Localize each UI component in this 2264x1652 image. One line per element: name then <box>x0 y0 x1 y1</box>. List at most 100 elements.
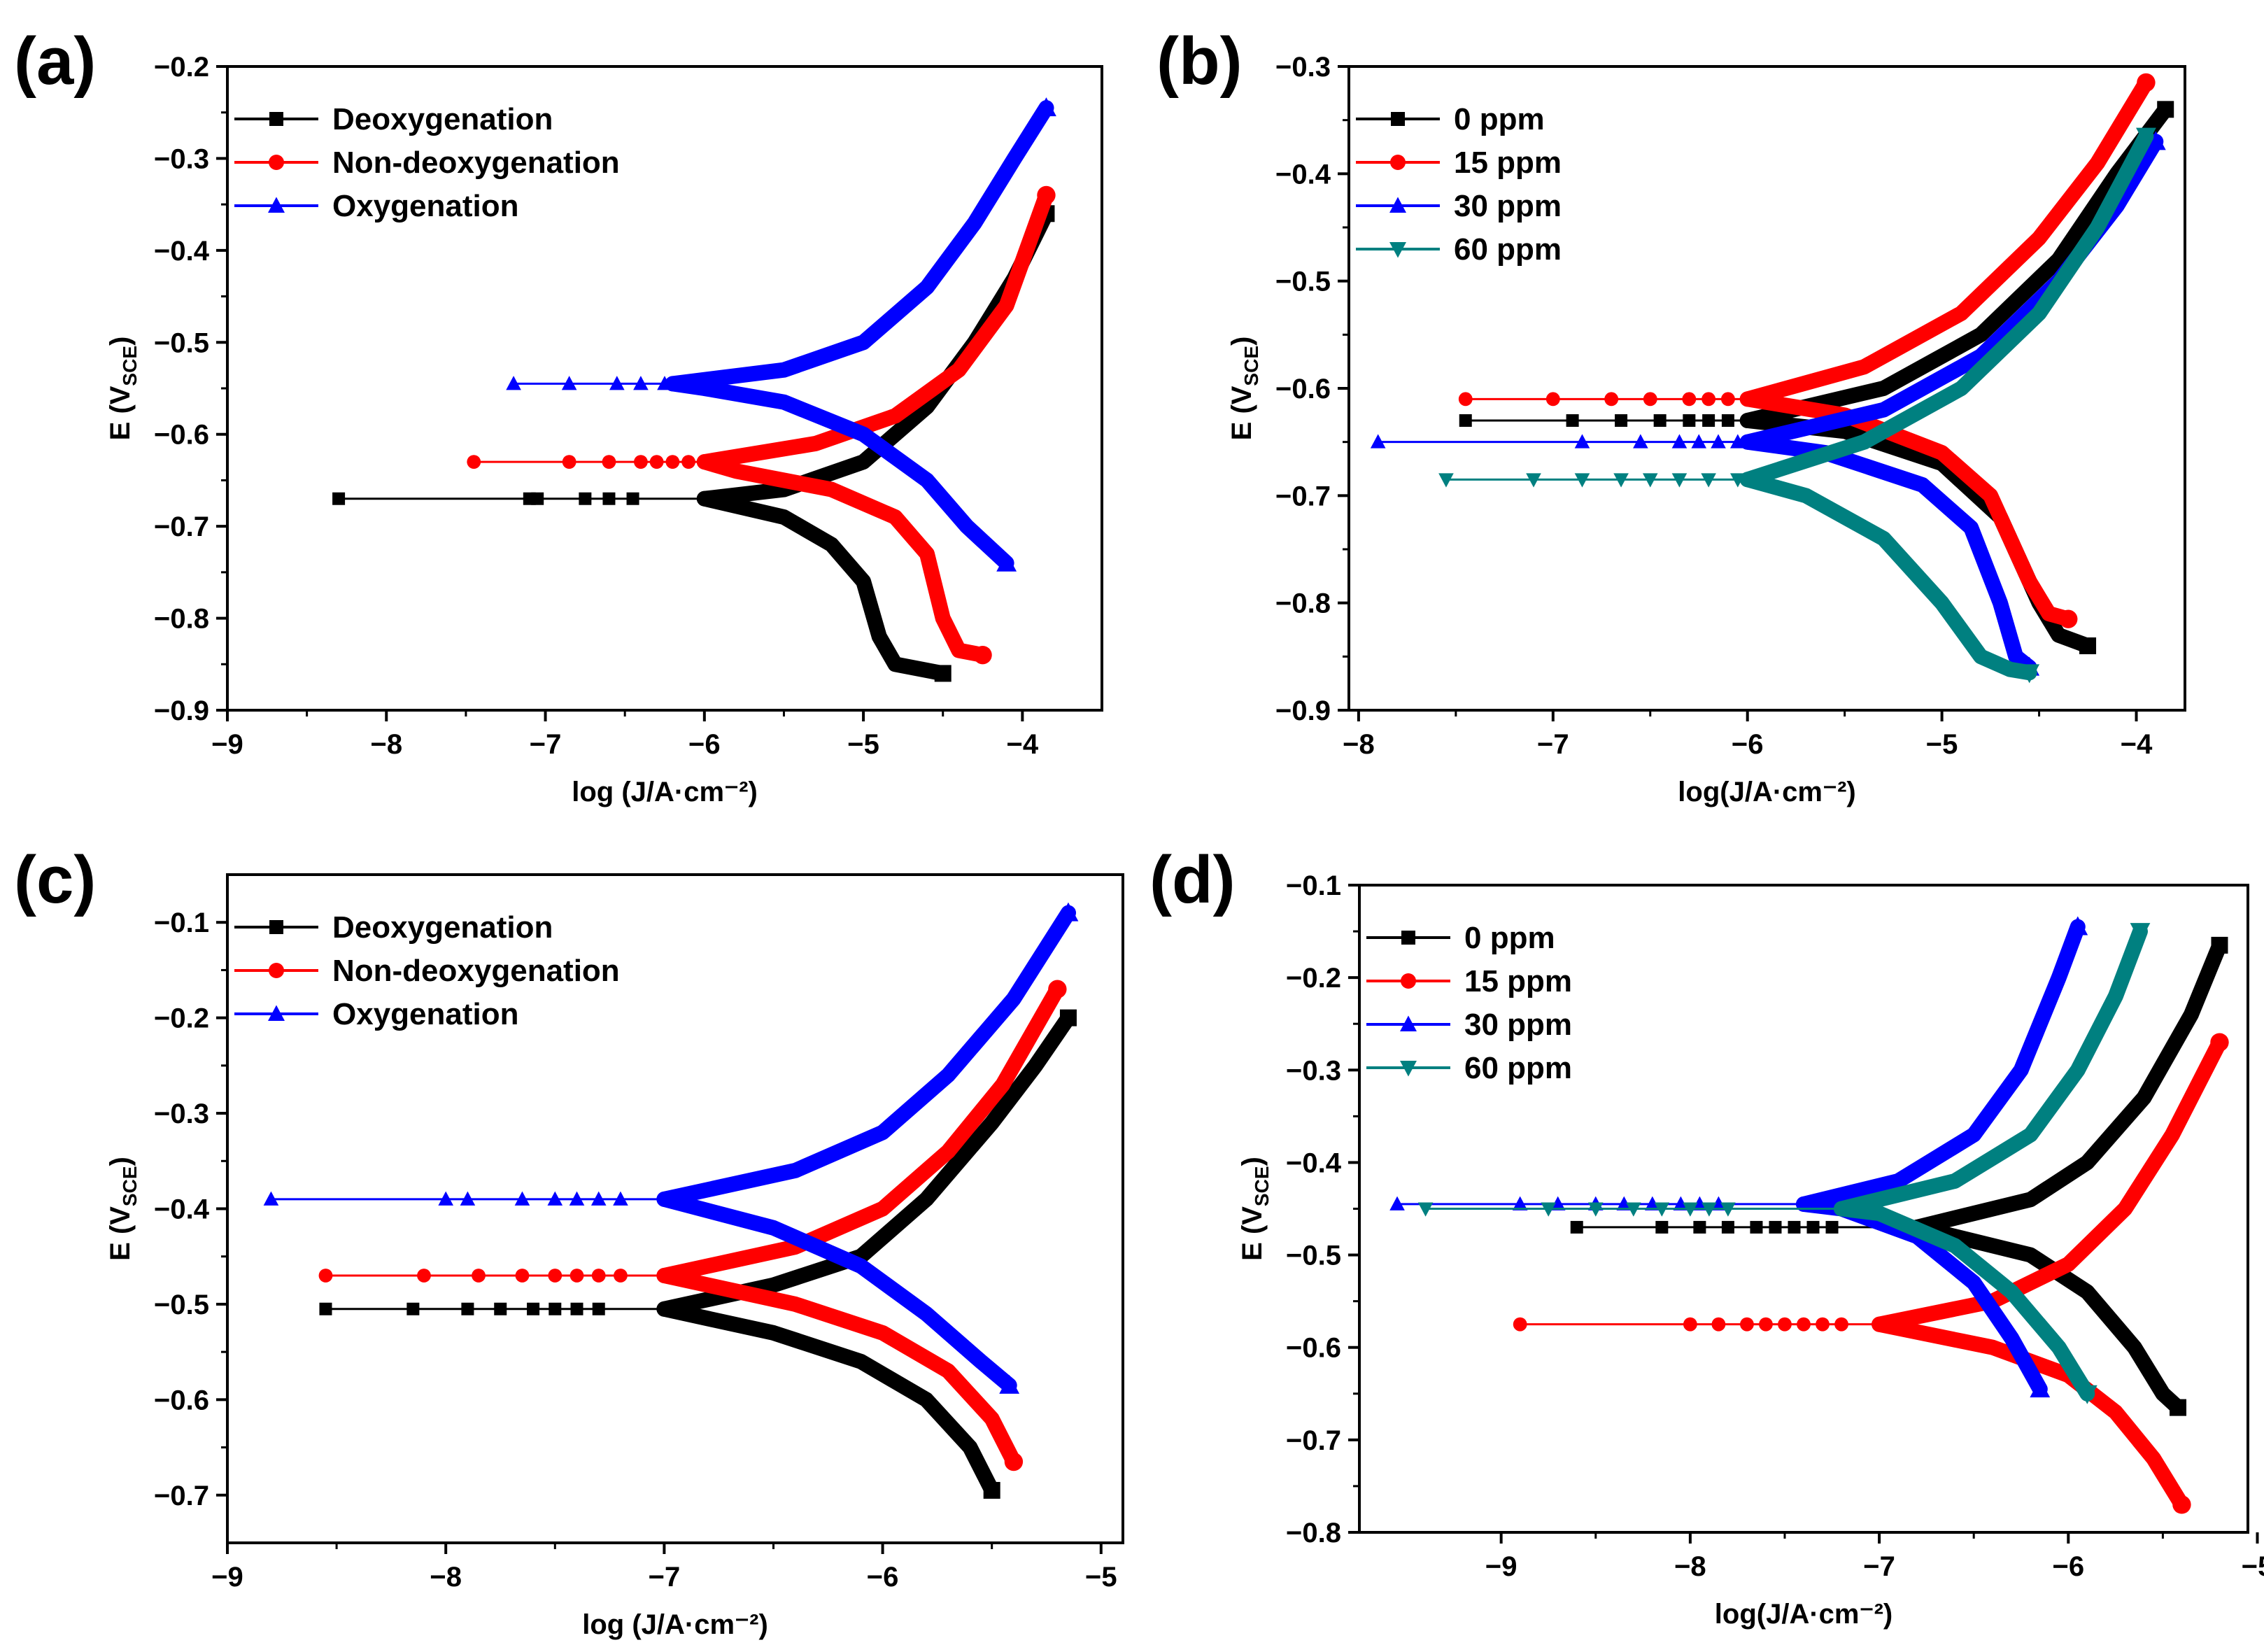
series-end-marker <box>2170 1399 2187 1416</box>
series-marker <box>460 1191 476 1206</box>
series-marker <box>1458 392 1473 407</box>
series-marker <box>1370 434 1386 449</box>
series-anodic-branch <box>1834 924 2148 1217</box>
series-cathodic-branch <box>696 490 951 682</box>
y-tick-label: −0.4 <box>154 236 210 267</box>
legend-marker <box>1390 155 1406 170</box>
legend-marker <box>1391 112 1405 126</box>
panel-label: (a) <box>14 24 96 99</box>
series-marker <box>613 1191 628 1206</box>
y-tick-label: −0.3 <box>1275 52 1331 83</box>
series-marker <box>472 1269 486 1283</box>
series-marker <box>1626 1202 1641 1217</box>
y-tick-label: −0.6 <box>154 1385 209 1416</box>
y-tick-label: −0.7 <box>154 511 209 542</box>
series-marker <box>1693 1220 1706 1234</box>
y-tick-label: −0.6 <box>1286 1333 1341 1364</box>
x-tick-label: −8 <box>1674 1551 1706 1582</box>
panel-d: (d) −9 −8 −7 −6 −5 −0.8 −0.7 −0.6 −0.5 −0.4 −0.3 −0.… <box>1149 842 2264 1630</box>
series-marker <box>1654 1202 1670 1217</box>
series-marker <box>1643 392 1657 407</box>
legend-marker <box>269 112 283 126</box>
series-anodic-branch <box>656 1010 1076 1317</box>
series-end-marker <box>2019 664 2040 684</box>
series-marker <box>514 1191 530 1206</box>
series-deoxygenation <box>319 1009 1077 1499</box>
series-marker <box>1730 434 1746 449</box>
series-end-marker <box>999 1374 1020 1394</box>
series-marker <box>1816 1317 1830 1332</box>
series-marker <box>570 1302 583 1315</box>
legend-label: 60 ppm <box>1454 232 1562 267</box>
series-non-deoxygenation <box>318 980 1067 1471</box>
y-tick-label: −0.9 <box>154 696 209 726</box>
series-marker <box>665 455 680 470</box>
series-end-marker <box>2136 127 2156 147</box>
y-tick-label: −0.2 <box>1286 963 1341 994</box>
series-cathodic-branch <box>1834 1201 2095 1402</box>
series-end-marker <box>2210 1033 2229 1052</box>
x-tick-label: −7 <box>1863 1551 1895 1582</box>
series-marker <box>681 455 695 470</box>
series-marker <box>1526 473 1541 488</box>
series-cathodic-branch <box>665 376 1014 571</box>
series-marker <box>1721 414 1734 427</box>
series-marker <box>417 1269 431 1283</box>
legend-label: Oxygenation <box>332 189 519 223</box>
x-axis-title: log (J/A·cm⁻²) <box>582 1609 768 1640</box>
series-anodic-branch <box>1909 937 2228 1235</box>
x-tick-label: −7 <box>1537 729 1569 760</box>
y-tick-label: −0.3 <box>154 1099 209 1129</box>
panel-label: (d) <box>1149 842 1236 917</box>
series-marker <box>561 376 577 390</box>
series-marker <box>1417 1202 1434 1217</box>
series-marker <box>657 376 672 390</box>
series-marker <box>1778 1317 1792 1332</box>
legend-label: 0 ppm <box>1454 102 1545 136</box>
x-tick-label: −6 <box>1732 729 1764 760</box>
x-axis-title: log(J/A·cm⁻²) <box>1715 1599 1892 1630</box>
x-tick-label: −9 <box>211 729 243 760</box>
series-end-marker <box>2076 1385 2097 1404</box>
y-tick-label: −0.7 <box>154 1481 209 1511</box>
series-marker <box>1691 434 1707 449</box>
series-cathodic-branch <box>656 1301 1000 1498</box>
series-marker <box>406 1302 420 1315</box>
panel-b: (b) −8 −7 −6 −5 −4 −0.9 −0.8 −0.7 −0.6 −0.5 −0.4 −0.… <box>1156 24 2186 807</box>
y-tick-label: −0.3 <box>154 143 209 174</box>
series-marker <box>626 492 639 505</box>
series-marker <box>263 1191 279 1206</box>
legend-marker <box>268 197 285 213</box>
series-anodic-branch <box>656 905 1076 1207</box>
series-marker <box>1570 1220 1583 1234</box>
series-60-ppm <box>1438 127 2156 684</box>
series-anodic-branch <box>696 188 1054 470</box>
y-tick-label: −0.7 <box>1286 1425 1341 1456</box>
series-end-marker <box>983 1481 1000 1499</box>
y-axis-title: E (VSCE) <box>105 1157 141 1261</box>
series-end-marker <box>2145 131 2166 150</box>
legend-marker <box>1389 197 1406 213</box>
x-tick-label: −6 <box>688 729 721 760</box>
series-marker <box>1683 1317 1697 1332</box>
series-non-deoxygenation <box>467 185 1056 665</box>
series-marker <box>609 376 625 390</box>
series-marker <box>1806 1220 1820 1234</box>
y-tick-label: −0.6 <box>154 420 209 451</box>
series-marker <box>1642 473 1658 488</box>
series-marker <box>1797 1317 1811 1332</box>
series-marker <box>1683 414 1696 427</box>
series-end-marker <box>934 665 951 682</box>
x-tick-label: −8 <box>370 729 402 760</box>
series-marker <box>1711 1196 1727 1210</box>
legend-marker <box>269 963 284 978</box>
x-tick-label: −7 <box>530 729 562 760</box>
y-axis-title: E (VSCE) <box>1226 337 1262 441</box>
series-marker <box>602 455 616 470</box>
series-end-marker <box>2079 637 2097 654</box>
series-marker <box>1711 434 1726 449</box>
series-marker <box>602 492 616 505</box>
series-anodic-branch <box>1739 134 2164 450</box>
series-marker <box>1701 392 1716 407</box>
